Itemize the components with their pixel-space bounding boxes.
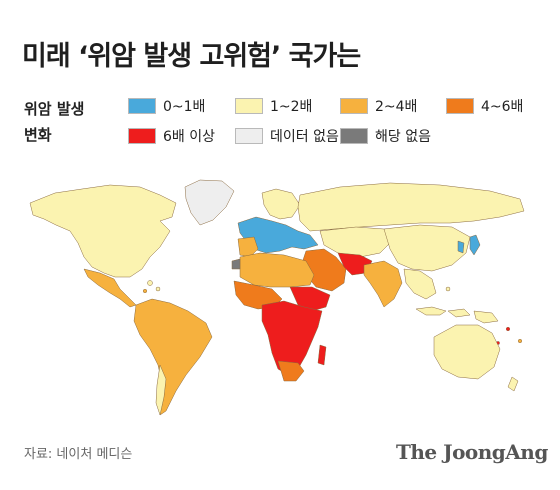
legend-title-line2: 변화	[24, 126, 52, 144]
region-mexico	[83, 268, 137, 308]
legend-swatch	[128, 128, 156, 144]
region-indonesia	[447, 308, 471, 318]
source-credit: 자료: 네이처 메디슨	[24, 447, 133, 462]
legend-label: 해당 없음	[375, 129, 431, 145]
region-australia	[433, 324, 501, 380]
region-central-asia	[319, 226, 393, 258]
legend-swatch	[340, 128, 368, 144]
world-map	[29, 179, 525, 416]
region-south-america	[133, 298, 213, 416]
legend-item-not-applicable: 해당 없음	[340, 126, 431, 146]
legend-title: 위암 발생 변화	[24, 96, 94, 148]
region-scandinavia	[261, 188, 301, 220]
region-korea	[457, 240, 465, 254]
legend-label: 4~6배	[481, 99, 524, 115]
legend-title-line1: 위암 발생	[24, 100, 85, 118]
legend-swatch	[340, 98, 368, 114]
region-russia	[297, 182, 525, 232]
legend-label: 1~2배	[270, 99, 313, 115]
region-central-africa	[261, 300, 323, 376]
legend-label: 6배 이상	[163, 129, 215, 145]
legend-item-6plus: 6배 이상	[128, 126, 215, 146]
region-pacific-island	[505, 326, 511, 332]
legend-item-1-2: 1~2배	[235, 96, 312, 116]
region-iberia	[237, 236, 259, 258]
region-japan	[469, 234, 481, 256]
region-greenland	[184, 179, 235, 226]
legend-label: 데이터 없음	[270, 129, 339, 145]
region-indonesia	[415, 306, 447, 316]
region-china	[383, 224, 471, 272]
legend-item-0-1: 0~1배	[128, 96, 205, 116]
region-caribbean	[155, 286, 161, 292]
region-southeast-asia	[403, 268, 437, 300]
region-north-america	[29, 184, 177, 278]
legend-item-2-4: 2~4배	[340, 96, 417, 116]
region-chile	[155, 364, 167, 416]
region-pacific-island	[517, 338, 523, 344]
legend-swatch	[235, 98, 263, 114]
legend-label: 0~1배	[163, 99, 206, 115]
legend-item-no-data: 데이터 없음	[235, 126, 339, 146]
legend-swatch	[446, 98, 474, 114]
page-title: 미래 ‘위암 발생 고위험’ 국가는	[22, 41, 361, 72]
region-north-africa	[239, 252, 315, 288]
legend-swatch	[128, 98, 156, 114]
legend-swatch	[235, 128, 263, 144]
legend-item-4-6: 4~6배	[446, 96, 523, 116]
region-pacific-island	[445, 286, 451, 292]
publisher-logo: The JoongAng	[396, 440, 548, 464]
region-southern-africa	[277, 360, 305, 382]
region-new-zealand	[507, 376, 519, 392]
region-caribbean	[142, 288, 148, 294]
region-south-asia	[363, 260, 403, 308]
region-caribbean	[147, 280, 153, 286]
region-madagascar	[317, 344, 327, 366]
region-new-guinea	[473, 310, 499, 324]
region-western-sahara	[231, 258, 241, 270]
legend-label: 2~4배	[375, 99, 418, 115]
